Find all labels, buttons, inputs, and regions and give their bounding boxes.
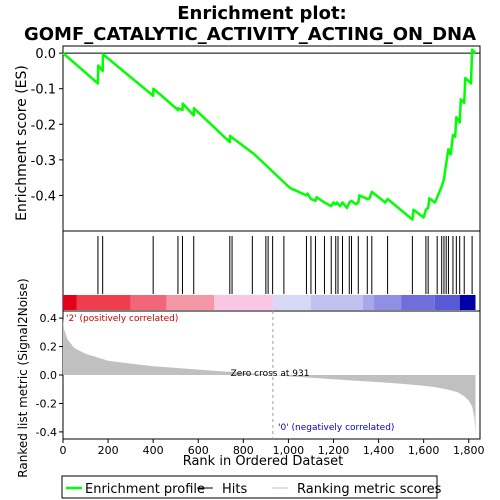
rank-y-tick-label: 0.0 [40,369,58,382]
legend-label: Enrichment profile [85,482,205,497]
rank-y-axis-label: Ranked list metric (Signal2Noise) [16,278,30,477]
rank-y-tick-label: 0.2 [40,341,58,354]
es-y-axis: 0.0 -0.1 -0.2 -0.3 -0.4 [31,47,63,204]
es-y-tick-label: 0.0 [35,47,56,62]
rank-y-tick-label: 0.4 [40,312,58,325]
rank-x-tick-label: 1,600 [408,444,440,457]
chart-title-line1: Enrichment plot: [177,3,347,24]
rank-x-tick-label: 400 [143,444,164,457]
color-bar-segment [166,295,215,310]
color-bar-segment [362,295,375,310]
legend: Enrichment profile Hits Ranking metric sco… [66,482,442,497]
legend-label: Hits [222,482,247,497]
color-bar-segment [434,295,460,310]
color-bar-segment [63,295,77,310]
color-bar-segment [310,295,363,310]
color-bar-segment [374,295,402,310]
legend-box [61,475,438,499]
rank-x-tick-label: 1,200 [318,444,350,457]
hits-group [97,236,473,294]
rank-x-axis-label: Rank in Ordered Dataset [183,454,344,469]
color-bar-segment [130,295,167,310]
legend-label: Ranking metric scores [297,482,442,497]
color-bar-segment [401,295,435,310]
rank-y-tick-label: -0.4 [36,426,57,439]
es-y-tick-label: -0.2 [31,118,56,133]
es-curve-group [62,48,477,221]
rank-x-tick-label: 800 [233,444,254,457]
color-bar-segment [76,295,131,310]
rank-x-tick-label: 200 [98,444,119,457]
zero-cross-label: Zero cross at 931 [231,369,310,379]
es-y-tick-label: -0.3 [31,154,56,169]
rank-y-axis: 0.4 0.2 0.0 -0.2 -0.4 [36,312,63,439]
ranking-metric-area [63,318,476,435]
positive-correlation-label: '2' (positively correlated) [66,314,178,324]
rank-metric-area-group [63,318,476,435]
enrichment-profile-line [62,48,477,221]
rank-x-tick-label: 1,400 [363,444,395,457]
negative-correlation-label: '0' (negatively correlated) [278,423,394,433]
color-bar-segment [459,295,476,310]
es-y-axis-label: Enrichment score (ES) [14,65,30,221]
rank-x-tick-label: 600 [188,444,209,457]
rank-x-tick-label: 1,800 [453,444,485,457]
ranking-color-bar [63,295,476,310]
es-y-tick-label: -0.4 [31,189,56,204]
chart-title-line2: GOMF_CATALYTIC_ACTIVITY_ACTING_ON_DNA [24,24,476,45]
rank-x-tick-label: 0 [60,444,67,457]
rank-y-tick-label: -0.2 [36,397,57,410]
color-bar-segment [214,295,273,310]
color-bar-segment [272,295,311,310]
es-y-tick-label: -0.1 [31,83,56,98]
rank-x-axis: 0 200 400 600 800 1,000 1,200 1,400 1,600 1,800 [60,439,485,457]
rank-x-tick-label: 1,000 [273,444,305,457]
